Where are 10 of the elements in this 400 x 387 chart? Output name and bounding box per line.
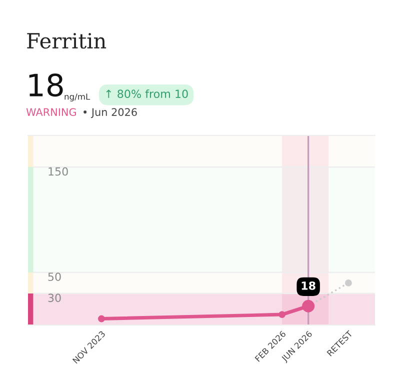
data-label: 18 bbox=[302, 281, 316, 290]
y-tick-label: 30 bbox=[48, 294, 61, 302]
text: • Jun 2026 bbox=[84, 108, 137, 118]
y-tick-label: 50 bbox=[48, 272, 61, 282]
y-tick-label: 150 bbox=[48, 167, 68, 176]
text: ng/mL bbox=[64, 94, 90, 102]
text: 18 bbox=[29, 74, 63, 97]
chart-title: Ferritin bbox=[27, 33, 106, 49]
text: WARNING bbox=[26, 108, 76, 116]
text: ↑ 80% from 10 bbox=[106, 89, 188, 98]
